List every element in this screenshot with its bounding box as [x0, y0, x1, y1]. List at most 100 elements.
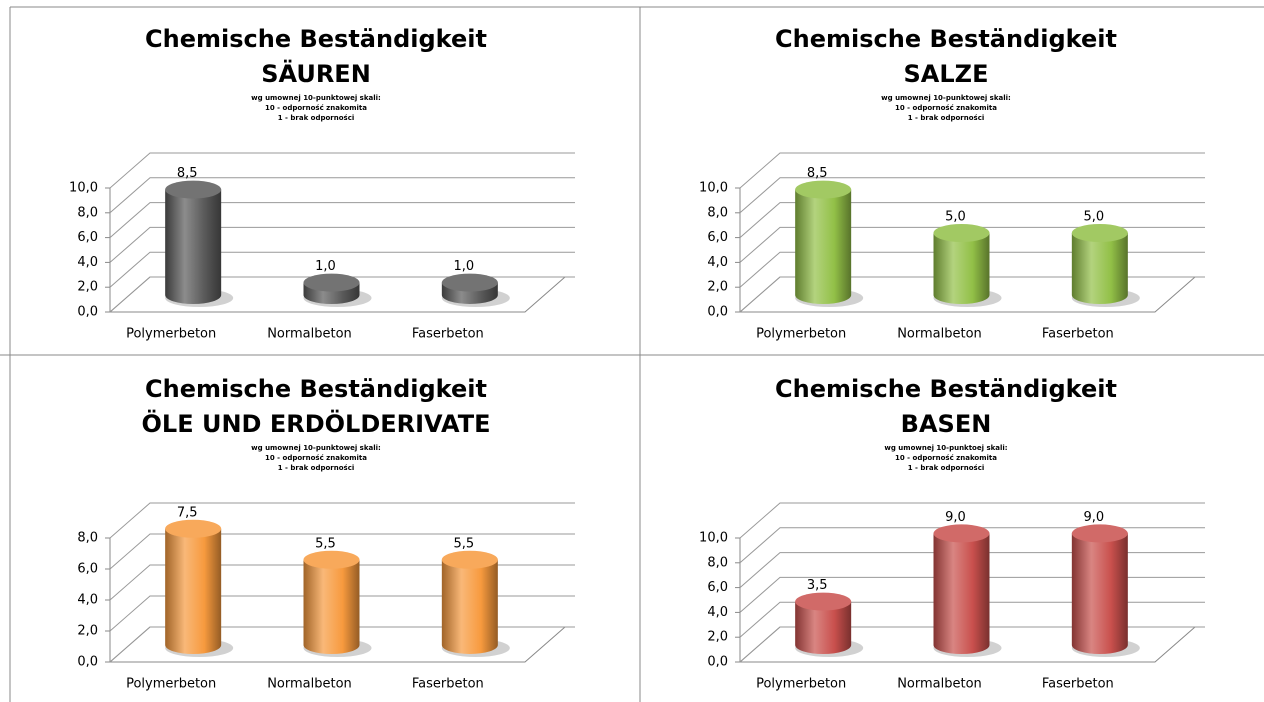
grid-line [739, 152, 1205, 189]
x-tick-label: Polymerbeton [756, 327, 846, 342]
grid-line [739, 527, 1205, 564]
y-tick-label: 8,0 [77, 205, 98, 220]
chart-note: wg umownej 10-punktowej skali: [251, 94, 381, 102]
grid-line [109, 626, 575, 663]
chart-note: 1 - brak odporności [908, 114, 985, 122]
chart-note: 10 - odporność znakomita [895, 454, 997, 462]
bar-top [1071, 224, 1128, 242]
grid-line [109, 502, 575, 539]
y-tick-label: 4,0 [77, 255, 98, 270]
y-tick-label: 6,0 [707, 230, 728, 245]
data-label: 9,0 [1083, 510, 1104, 525]
grid-line [739, 276, 1205, 313]
grid-line [739, 626, 1205, 663]
grid-line [109, 202, 575, 238]
chart-note: 1 - brak odporności [908, 464, 985, 472]
bar [303, 559, 360, 654]
chart-subtitle: ÖLE UND ERDÖLDERIVATE [142, 408, 491, 438]
data-label: 9,0 [945, 510, 966, 525]
bar-top [441, 273, 498, 292]
chart-subtitle: SÄUREN [261, 59, 371, 88]
bar-top [303, 273, 360, 292]
chart-subtitle: BASEN [901, 410, 992, 438]
y-tick-label: 8,0 [707, 205, 728, 220]
grid-line [739, 502, 1205, 539]
y-tick-label: 0,0 [707, 655, 728, 670]
x-tick-label: Faserbeton [412, 677, 484, 692]
bar [165, 189, 222, 304]
bar [165, 528, 222, 654]
data-label: 3,5 [807, 578, 828, 593]
data-label: 1,0 [453, 259, 474, 274]
bar [441, 559, 498, 654]
y-tick-label: 4,0 [707, 255, 728, 270]
y-tick-label: 2,0 [77, 280, 98, 295]
x-tick-label: Polymerbeton [756, 677, 846, 692]
bar-top [303, 550, 360, 569]
bar-top [933, 224, 990, 242]
y-tick-label: 2,0 [707, 630, 728, 645]
grid-line [739, 251, 1205, 288]
bar [933, 533, 990, 654]
y-tick-label: 2,0 [707, 280, 728, 295]
bar-top [165, 180, 222, 199]
grid-line [739, 226, 1205, 263]
bar-top [441, 550, 498, 569]
x-tick-label: Normalbeton [897, 677, 982, 692]
bar [795, 601, 852, 654]
data-label: 7,5 [177, 505, 198, 520]
grid-line [109, 533, 575, 570]
bar-top [1071, 524, 1128, 543]
chart-title: Chemische Beständigkeit [775, 25, 1117, 53]
x-tick-label: Polymerbeton [126, 677, 216, 692]
grid-line [739, 552, 1205, 588]
grid-line [109, 595, 575, 632]
chart-title: Chemische Beständigkeit [145, 25, 487, 53]
y-tick-label: 4,0 [707, 605, 728, 620]
chart-title: Chemische Beständigkeit [145, 375, 487, 403]
chart-note: wg umownej 10-punktowej skali: [251, 444, 381, 452]
x-tick-label: Faserbeton [1042, 677, 1114, 692]
chart-note: 1 - brak odporności [278, 464, 355, 472]
data-label: 5,5 [315, 536, 336, 551]
y-tick-label: 6,0 [77, 562, 98, 577]
chart-note: wg umownej 10-punktowej skali: [881, 94, 1011, 102]
y-tick-label: 8,0 [77, 531, 98, 546]
grid-line [109, 564, 575, 601]
grid-line [109, 276, 575, 313]
y-tick-label: 0,0 [707, 305, 728, 320]
bar-top [933, 524, 990, 543]
bar-top [795, 180, 852, 199]
y-tick-label: 10,0 [69, 181, 98, 196]
y-tick-label: 6,0 [77, 230, 98, 245]
x-tick-label: Normalbeton [267, 327, 352, 342]
y-tick-label: 8,0 [707, 555, 728, 570]
panel-borders [0, 6, 1264, 702]
y-tick-label: 2,0 [77, 624, 98, 639]
bar [933, 233, 990, 304]
x-tick-label: Faserbeton [412, 327, 484, 342]
x-tick-label: Normalbeton [267, 677, 352, 692]
data-label: 8,5 [177, 166, 198, 181]
data-label: 5,0 [1083, 210, 1104, 225]
grid-line [109, 177, 575, 214]
chart-note: 10 - odporność znakomita [895, 104, 997, 112]
grid-line [109, 251, 575, 288]
chart-note: wg umownej 10-punktoej skali: [884, 444, 1007, 452]
data-label: 5,0 [945, 210, 966, 225]
bar [1071, 533, 1128, 654]
y-tick-label: 6,0 [707, 580, 728, 595]
grid-line [739, 202, 1205, 238]
chart-title: Chemische Beständigkeit [775, 375, 1117, 403]
data-label: 5,5 [453, 536, 474, 551]
bar [795, 189, 852, 304]
grid-line [739, 601, 1205, 638]
bar-top [795, 592, 852, 611]
bar [1071, 233, 1128, 304]
y-tick-label: 0,0 [77, 305, 98, 320]
y-tick-label: 4,0 [77, 593, 98, 608]
grid-line [109, 152, 575, 189]
bar-top [165, 519, 222, 538]
y-tick-label: 0,0 [77, 655, 98, 670]
